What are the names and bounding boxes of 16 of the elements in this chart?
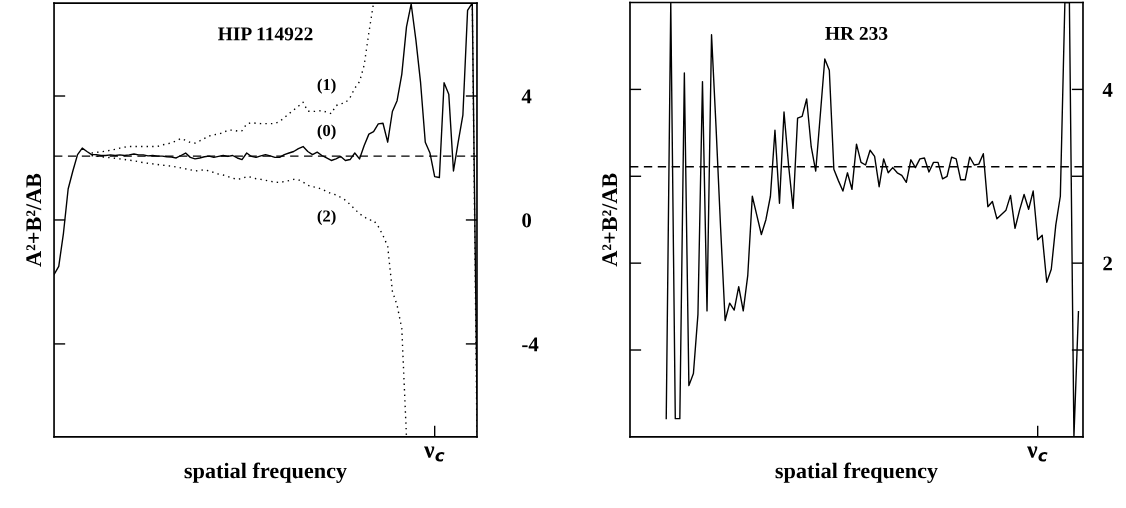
y-axis-title: A²+B²/AB	[602, 173, 618, 267]
text: HIP 114922	[218, 27, 313, 41]
y-tick-label: 4	[521, 89, 532, 104]
y-axis-title: A²+B²/AB	[26, 173, 42, 267]
text: HR 233	[825, 26, 888, 40]
x-axis-title: spatial frequency	[775, 462, 938, 483]
y-tick-label: 2	[1103, 256, 1112, 271]
y-tick-label: -4	[522, 337, 539, 352]
series-label: (2)	[317, 209, 336, 226]
x-axis-title: spatial frequency	[184, 462, 347, 483]
x-tick-label: ν$_{c}$	[424, 446, 445, 462]
series-label: (0)	[317, 124, 336, 140]
y-tick-label: 0	[522, 213, 532, 228]
x-tick-label: ν$_{c}$	[1027, 446, 1048, 462]
y-tick-label: 4	[1102, 82, 1113, 97]
series-label: (1)	[317, 78, 336, 94]
